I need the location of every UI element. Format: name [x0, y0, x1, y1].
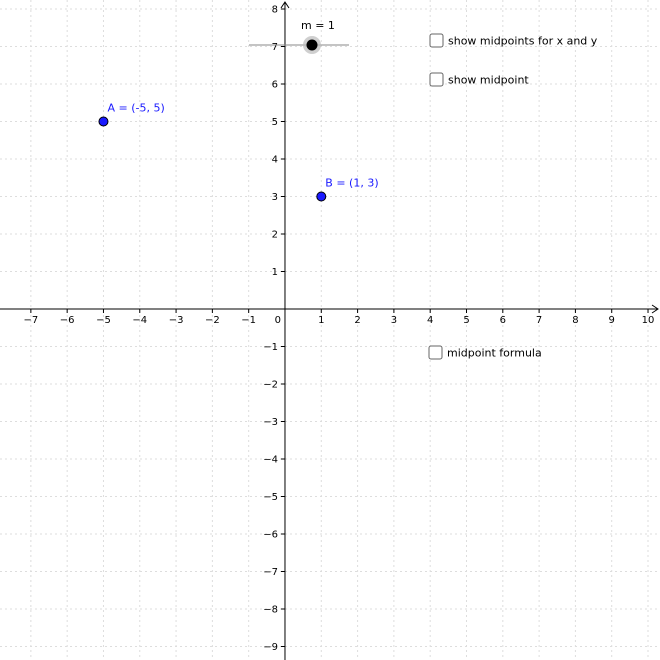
- y-tick-label: −8: [263, 605, 278, 616]
- x-tick-label: −7: [23, 315, 38, 326]
- slider-knob[interactable]: [306, 39, 318, 51]
- marks: A = (-5, 5) B = (1, 3): [98, 102, 379, 202]
- x-tick-label: 4: [427, 315, 433, 326]
- x-tick-label: 10: [642, 315, 655, 326]
- x-axis-arrow: [651, 304, 659, 314]
- slider[interactable]: m = 1: [249, 19, 349, 54]
- y-tick-label: −9: [263, 642, 278, 653]
- checkbox-box[interactable]: [429, 33, 444, 48]
- x-tick-label: −4: [132, 315, 147, 326]
- y-tick-label: −1: [263, 342, 278, 353]
- y-tick-label: 6: [272, 80, 278, 91]
- slider-label: m = 1: [301, 19, 335, 32]
- checkbox-label[interactable]: show midpoints for x and y: [448, 35, 598, 48]
- checkbox[interactable]: show midpoint: [429, 72, 529, 87]
- y-tick-label: 2: [272, 230, 278, 241]
- x-tick-label: 7: [536, 315, 542, 326]
- x-tick-label: −2: [205, 315, 220, 326]
- y-tick-label: −2: [263, 380, 278, 391]
- x-tick-label: −5: [96, 315, 111, 326]
- y-tick-label: −6: [263, 530, 278, 541]
- checkbox[interactable]: show midpoints for x and y: [429, 33, 598, 48]
- y-tick-label: 5: [272, 117, 278, 128]
- x-tick-label: 2: [354, 315, 360, 326]
- y-tick-label: −5: [263, 492, 278, 503]
- point: [316, 191, 327, 202]
- x-tick-label: 3: [391, 315, 397, 326]
- x-tick-label: 9: [609, 315, 615, 326]
- checkbox-box[interactable]: [429, 72, 444, 87]
- x-tick-label: −3: [169, 315, 184, 326]
- point: [98, 116, 109, 127]
- y-tick-label: −3: [263, 417, 278, 428]
- x-tick-label: −1: [241, 315, 256, 326]
- y-tick-label: −4: [263, 455, 278, 466]
- point-label: B = (1, 3): [325, 177, 378, 190]
- checkbox[interactable]: midpoint formula: [428, 345, 542, 360]
- x-tick-label: 8: [572, 315, 578, 326]
- y-axis-arrow: [280, 1, 290, 9]
- y-tick-label: 3: [272, 192, 278, 203]
- y-tick-label: 8: [272, 5, 278, 16]
- point-label: A = (-5, 5): [107, 102, 164, 115]
- y-tick-label: 1: [272, 267, 278, 278]
- checkbox-box[interactable]: [428, 345, 443, 360]
- checkbox-label[interactable]: show midpoint: [448, 74, 529, 87]
- x-tick-label: 0: [275, 315, 281, 326]
- x-tick-label: 5: [463, 315, 469, 326]
- checkbox-label[interactable]: midpoint formula: [447, 347, 542, 360]
- x-tick-label: 6: [500, 315, 506, 326]
- x-tick-label: −6: [60, 315, 75, 326]
- x-tick-label: 1: [318, 315, 324, 326]
- y-tick-label: 7: [272, 42, 278, 53]
- y-tick-label: −7: [263, 567, 278, 578]
- y-tick-label: 4: [272, 155, 278, 166]
